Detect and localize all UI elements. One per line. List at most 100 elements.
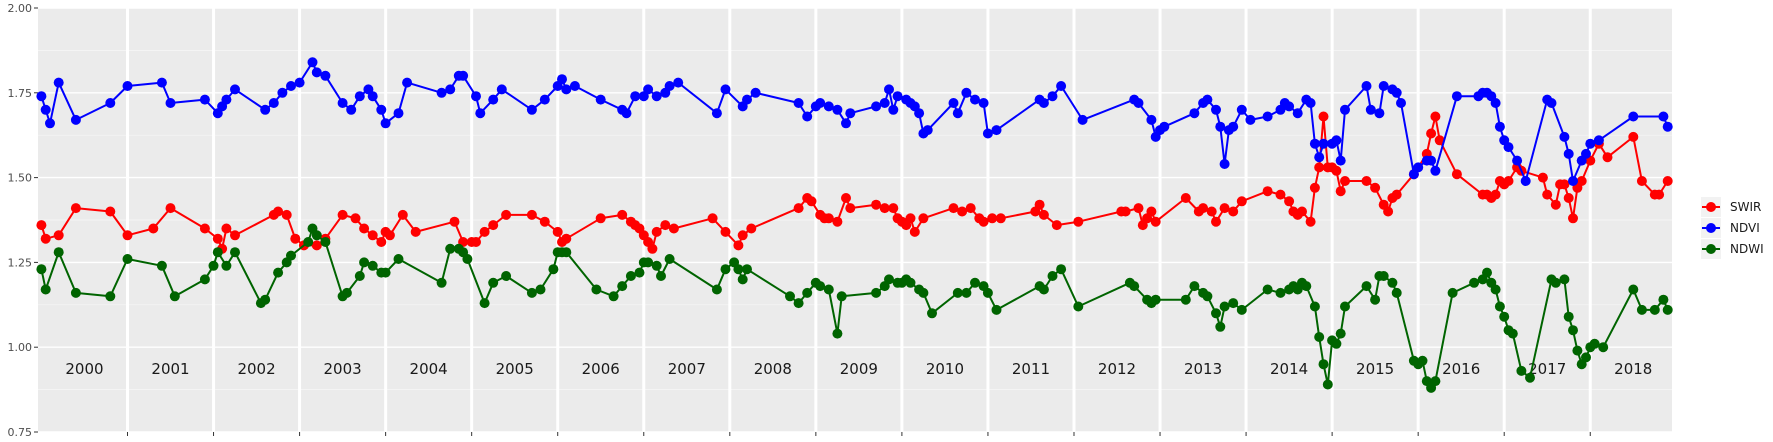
ndvi-point — [802, 111, 813, 122]
swir-point — [948, 203, 959, 214]
legend-label: NDVI — [1730, 221, 1760, 235]
ndwi-point — [526, 287, 537, 298]
swir-point — [70, 203, 81, 214]
ndvi-point — [1189, 108, 1200, 119]
ndwi-point — [634, 267, 645, 278]
swir-point — [165, 203, 176, 214]
ndwi-point — [664, 254, 675, 264]
ndvi-point — [1430, 165, 1441, 176]
ndwi-point — [1516, 365, 1527, 376]
ndvi-point — [1284, 101, 1295, 112]
ndwi-point — [230, 247, 240, 258]
swir-point — [539, 216, 550, 227]
swir-point — [1206, 206, 1217, 217]
y-tick-label: 1.75 — [8, 87, 33, 100]
ndvi-point — [922, 125, 933, 136]
swir-point — [501, 209, 512, 220]
ndwi-point — [1309, 301, 1320, 312]
ndwi-point — [1047, 271, 1058, 281]
ndwi-point — [608, 291, 619, 302]
ndwi-point — [1180, 294, 1191, 305]
ndvi-point — [595, 94, 606, 105]
year-label: 2005 — [496, 360, 534, 378]
swir-point — [965, 203, 976, 214]
series-ndwi — [36, 223, 1673, 393]
swir-point — [1576, 176, 1587, 186]
legend-item-ndvi: NDVI — [1701, 218, 1760, 238]
ndvi-point — [879, 98, 890, 108]
swir-point — [337, 209, 348, 220]
year-label: 2001 — [151, 360, 189, 378]
ndvi-point — [105, 98, 116, 108]
ndvi-point — [871, 101, 882, 112]
ndvi-point — [1451, 91, 1462, 102]
ndvi-point — [380, 118, 391, 129]
ndwi-point — [1189, 281, 1200, 292]
ndvi-point — [1546, 98, 1557, 108]
swir-point — [1146, 206, 1157, 217]
grid-lines — [38, 7, 1672, 433]
ndwi-point — [785, 291, 795, 302]
ndvi-point — [561, 84, 572, 95]
ndwi-point — [1482, 267, 1492, 278]
ndwi-point — [1219, 301, 1230, 312]
ndwi-point — [1262, 284, 1273, 295]
ndvi-point — [40, 104, 51, 115]
swir-point — [651, 226, 662, 237]
year-labels: 2000 2001 2002 2003 2004 2005 2006 2007 2008 2009… — [65, 360, 1652, 378]
ndvi-point — [1331, 135, 1342, 146]
ndwi-point — [535, 284, 546, 295]
year-label: 2003 — [324, 360, 362, 378]
ndwi-point — [1490, 284, 1501, 295]
ndwi-point — [212, 247, 223, 258]
ndvi-point — [845, 108, 856, 119]
swir-point — [987, 213, 998, 224]
swir-point — [1297, 206, 1307, 217]
ndvi-point — [1361, 81, 1372, 91]
swir-point — [793, 203, 804, 214]
swir-point — [905, 213, 916, 224]
ndwi-point — [199, 274, 210, 285]
year-label: 2016 — [1442, 360, 1480, 378]
ndwi-point — [617, 281, 628, 292]
ndvi-point — [892, 91, 903, 102]
ndvi-point — [393, 108, 404, 119]
y-axis: 0.75 1.00 1.25 1.50 1.75 2.00 — [8, 2, 38, 439]
swir-point — [230, 230, 240, 241]
ndwi-point — [961, 287, 972, 298]
ndvi-point — [488, 94, 499, 105]
swir-point — [1318, 111, 1329, 122]
ndvi-point — [122, 81, 133, 91]
ndvi-point — [294, 77, 305, 88]
swir-point — [1180, 193, 1191, 203]
y-tick-label: 0.75 — [8, 426, 33, 439]
swir-point — [1340, 176, 1350, 186]
ndvi-point — [841, 118, 851, 129]
ndwi-point — [1215, 321, 1226, 332]
ndwi-point — [918, 287, 929, 298]
ndvi-point — [970, 94, 980, 105]
year-label: 2018 — [1614, 360, 1652, 378]
ndwi-point — [871, 287, 882, 298]
ndvi-point — [1340, 104, 1350, 115]
swir-point — [871, 199, 882, 210]
ndwi-point — [982, 287, 993, 298]
swir-point — [122, 230, 133, 241]
swir-point — [397, 209, 408, 220]
swir-point — [1426, 128, 1437, 139]
ndwi-point — [488, 277, 499, 288]
ndwi-point — [273, 267, 284, 278]
ndvi-point — [1228, 121, 1239, 132]
ndwi-point — [1469, 277, 1480, 288]
year-label: 2008 — [754, 360, 792, 378]
ndwi-point — [1073, 301, 1084, 312]
ndwi-point — [303, 237, 314, 247]
ndvi-point — [793, 98, 804, 108]
ndvi-point — [337, 98, 348, 108]
x-axis — [126, 432, 1591, 436]
y-tick-label: 1.00 — [8, 341, 33, 354]
ndwi-point — [53, 247, 64, 258]
year-label: 2009 — [840, 360, 878, 378]
swir-point — [290, 233, 301, 244]
ndvi-point — [720, 84, 731, 95]
